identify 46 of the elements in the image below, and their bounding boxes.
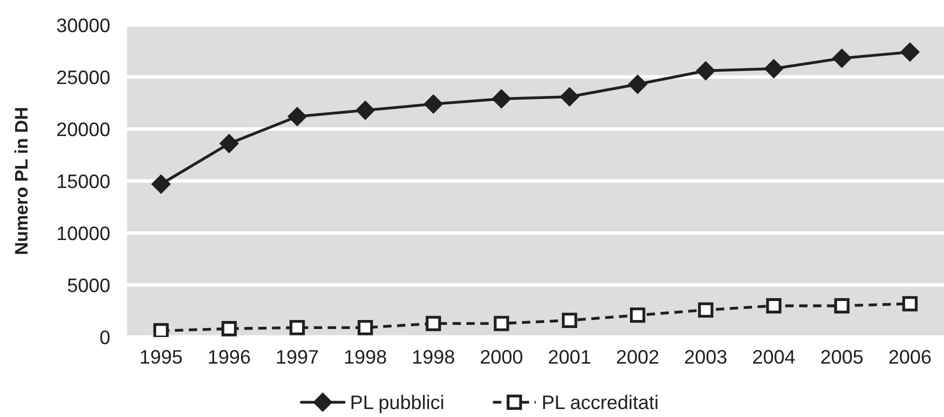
y-tick-label: 5000	[68, 278, 110, 292]
point	[356, 100, 375, 120]
y-tick-label: 20000	[57, 122, 110, 136]
y-tick-label: 0	[100, 330, 110, 344]
x-tick-label: 2006	[889, 350, 931, 364]
legend-label: PL pubblici	[352, 394, 444, 414]
point	[290, 320, 305, 336]
x-tick-label: 2000	[480, 350, 522, 364]
x-tick-label: 2002	[616, 350, 658, 364]
y-axis-title: Numero PL in DH	[14, 108, 28, 254]
y-tick-label: 10000	[58, 226, 110, 240]
point	[288, 106, 307, 126]
point	[630, 308, 646, 323]
point	[153, 323, 169, 337]
point	[832, 48, 852, 68]
point	[560, 87, 580, 106]
x-tick-label: 2001	[548, 350, 590, 364]
point	[902, 296, 918, 312]
point	[152, 174, 171, 194]
legend-label: PL accreditati	[543, 394, 658, 410]
point	[900, 42, 920, 62]
point	[834, 298, 850, 314]
y-tick-label: 15000	[58, 174, 110, 188]
point	[426, 316, 442, 332]
point	[698, 302, 714, 318]
x-tick-label: 2004	[753, 350, 795, 364]
point	[494, 316, 510, 332]
point	[221, 321, 237, 336]
x-tick-label: 1998	[345, 350, 386, 364]
point	[628, 74, 648, 94]
point	[424, 94, 443, 114]
point	[562, 312, 578, 328]
point	[764, 59, 784, 78]
x-tick-label: 2003	[685, 350, 726, 364]
point	[696, 61, 716, 80]
x-tick-label: 1995	[140, 350, 182, 364]
point	[766, 298, 782, 314]
y-tick-label: 25000	[57, 70, 110, 84]
point	[492, 89, 511, 108]
point	[358, 320, 373, 336]
x-tick-label: 1997	[277, 350, 318, 364]
x-tick-label: 1996	[208, 350, 250, 364]
x-tick-label: 1998	[413, 350, 454, 364]
y-tick-label: 30000	[57, 18, 110, 32]
x-tick-label: 2005	[821, 350, 863, 364]
point	[220, 134, 239, 154]
